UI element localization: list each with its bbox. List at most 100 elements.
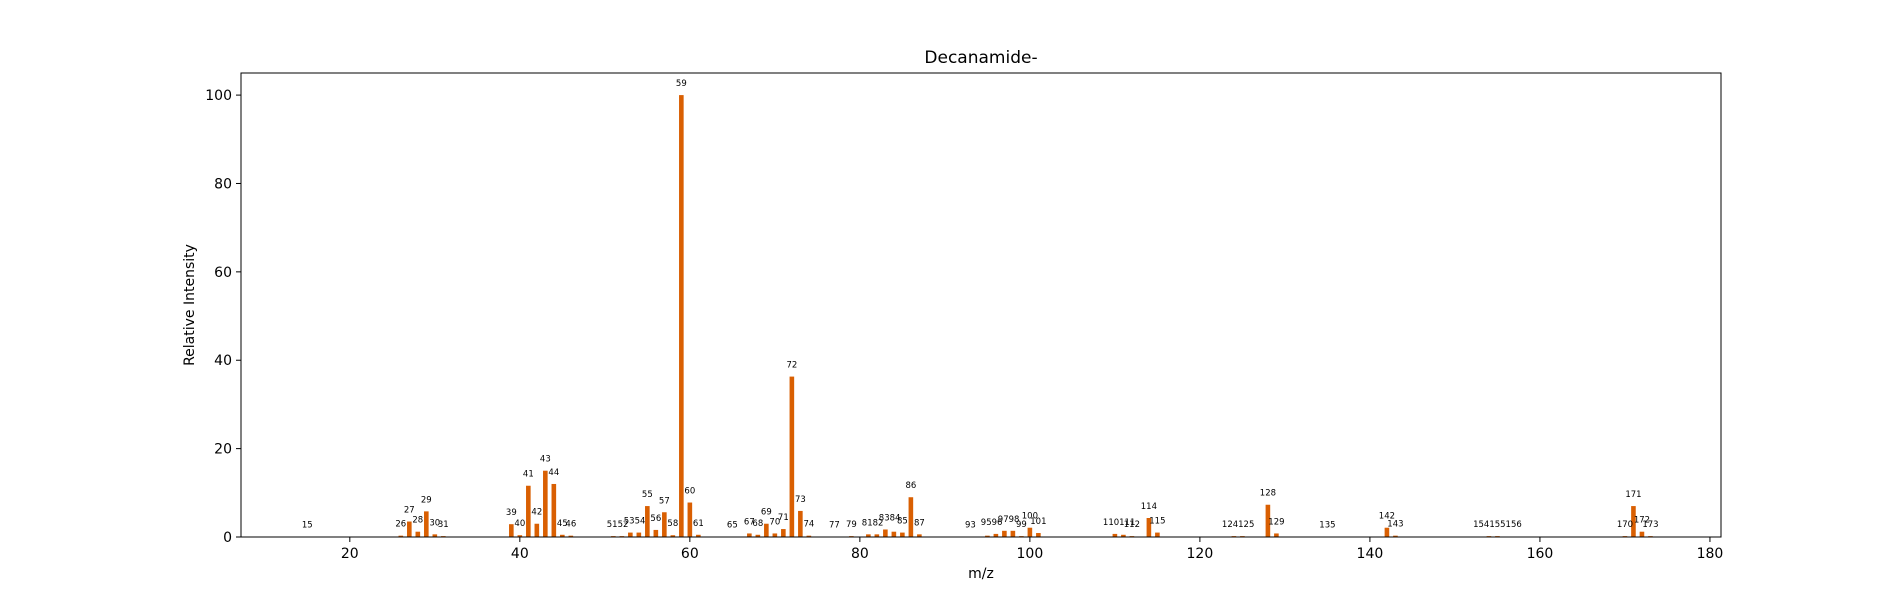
- peak-label: 65: [727, 521, 738, 531]
- bar-mz-68: [755, 534, 761, 537]
- peak-label: 142: [1379, 512, 1395, 522]
- peak-label: 74: [803, 520, 814, 530]
- peak-label: 55: [642, 490, 653, 500]
- peak-label: 45: [557, 519, 568, 529]
- x-axis-ticks: 20 40 60 80 100 120 140 160 180: [341, 537, 1723, 562]
- bar-mz-67: [747, 533, 752, 537]
- bar-mz-73: [798, 510, 803, 537]
- plot-frame: [240, 72, 1722, 538]
- bar-mz-40: [517, 535, 523, 537]
- bar-mz-61: [696, 534, 701, 537]
- peak-label: 5152: [607, 520, 629, 530]
- peak-label: 67: [744, 517, 755, 527]
- bar-mz-84: [891, 531, 897, 537]
- peak-label: 56: [650, 514, 661, 524]
- peak-label: 99: [1016, 520, 1027, 530]
- bar-mz-143: [1393, 535, 1398, 537]
- bar-mz-142: [1384, 527, 1390, 537]
- peak-label: 71: [778, 513, 789, 523]
- x-tick-label: 60: [681, 546, 699, 562]
- bar-mz-115: [1155, 532, 1160, 537]
- bar-mz-111: [1121, 534, 1126, 537]
- peak-label: 129: [1268, 517, 1284, 527]
- peak-label: 31: [438, 520, 449, 530]
- peak-label: 59: [676, 79, 687, 89]
- peak-label: 41: [523, 470, 534, 480]
- bar-mz-58: [670, 535, 676, 537]
- x-tick-label: 180: [1697, 546, 1724, 562]
- peak-label: 124125: [1222, 520, 1254, 530]
- bar-mz-172: [1639, 531, 1645, 537]
- peak-label: 110111: [1103, 518, 1135, 528]
- peak-label: 8384: [879, 513, 901, 523]
- y-axis-ticks: 0 20 40 60 80 100: [205, 88, 241, 546]
- bar-mz-56: [653, 529, 659, 537]
- peak-label: 5354: [624, 517, 646, 527]
- bar-mz-54: [636, 532, 642, 537]
- peak-label: 135: [1319, 521, 1335, 531]
- peak-label: 61: [693, 519, 704, 529]
- bar-mz-97: [1002, 530, 1007, 537]
- bar-mz-71: [781, 529, 786, 537]
- peak-label: 93: [965, 521, 976, 531]
- peak-label: 85: [897, 517, 908, 527]
- peak-label: 128: [1260, 489, 1276, 499]
- bar-mz-101: [1036, 533, 1041, 537]
- peak-label: 26: [395, 520, 406, 530]
- bar-mz-87: [917, 534, 922, 537]
- peak-label: 58: [667, 519, 678, 529]
- bar-mz-95: [985, 535, 990, 537]
- bar-mz-39: [509, 524, 514, 537]
- peak-label: 70: [769, 517, 780, 527]
- bar-mz-82: [874, 534, 880, 537]
- bar-mz-86: [908, 497, 914, 537]
- bar-mz-81: [866, 534, 871, 537]
- x-tick-label: 120: [1187, 546, 1214, 562]
- peak-label: 86: [905, 481, 916, 491]
- peak-label: 9798: [998, 515, 1020, 525]
- peak-label: 73: [795, 495, 806, 505]
- x-tick-label: 80: [851, 546, 869, 562]
- bar-mz-69: [764, 523, 769, 537]
- bar-mz-171: [1631, 506, 1636, 537]
- peak-label: 57: [659, 496, 670, 506]
- bar-mz-57: [662, 512, 667, 537]
- peak-label: 42: [531, 508, 542, 518]
- bars-group: [305, 95, 1653, 537]
- peak-label: 44: [548, 468, 559, 478]
- y-axis-label: Relative Intensity: [182, 244, 198, 366]
- peak-label: 15: [302, 521, 313, 531]
- peak-label: 170: [1617, 520, 1633, 530]
- bar-mz-29: [424, 511, 429, 537]
- bar-mz-30: [432, 534, 438, 537]
- bar-mz-43: [543, 470, 548, 537]
- bar-mz-128: [1265, 504, 1271, 537]
- peak-label: 40: [514, 519, 525, 529]
- peak-label: 60: [684, 487, 695, 497]
- y-tick-label: 60: [214, 265, 232, 281]
- peak-label: 79: [846, 520, 857, 530]
- bar-mz-83: [883, 529, 888, 537]
- peak-label: 28: [412, 516, 423, 526]
- y-tick-label: 20: [214, 442, 232, 458]
- y-tick-label: 100: [205, 88, 232, 104]
- bar-mz-41: [526, 485, 531, 537]
- peak-label: 115: [1149, 517, 1165, 527]
- bar-mz-98: [1010, 530, 1016, 537]
- peak-label: 30: [429, 518, 440, 528]
- peak-label: 87: [914, 518, 925, 528]
- bar-mz-72: [789, 376, 795, 537]
- peak-label: 27: [404, 506, 415, 516]
- bar-mz-96: [993, 533, 999, 537]
- x-tick-label: 20: [341, 546, 359, 562]
- bar-mz-26: [398, 535, 404, 537]
- bar-mz-44: [551, 483, 557, 537]
- peak-label: 171: [1625, 490, 1641, 500]
- y-tick-label: 0: [223, 530, 232, 546]
- peak-label: 69: [761, 508, 772, 518]
- peak-label: 68: [752, 519, 763, 529]
- chart-title: Decanamide-: [924, 48, 1037, 68]
- peak-label: 39: [506, 508, 517, 518]
